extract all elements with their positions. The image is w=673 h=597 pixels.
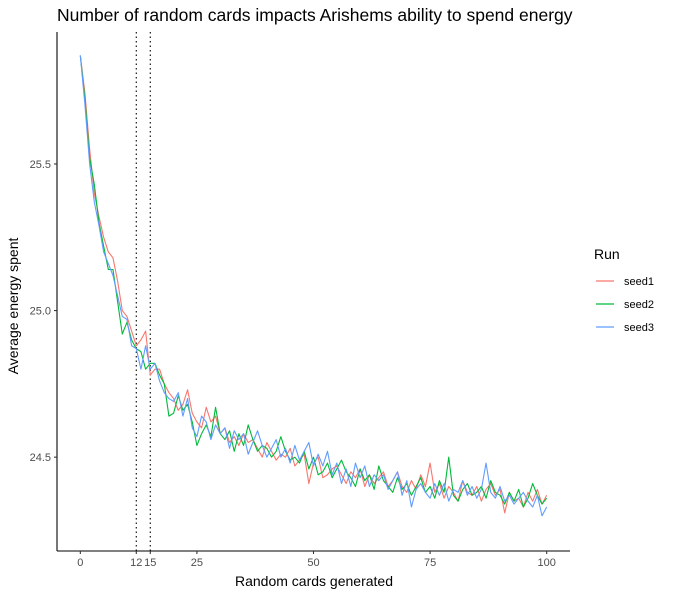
x-tick-label: 50 [307,557,319,569]
x-tick-label: 12 [130,557,142,569]
x-tick-label: 75 [424,557,436,569]
y-tick-label: 25.5 [30,159,51,171]
legend-label-seed1: seed1 [624,276,654,288]
y-axis-title: Average energy spent [5,238,21,375]
chart: Number of random cards impacts Arishems … [0,0,673,597]
x-tick-label: 100 [538,557,556,569]
x-axis-title: Random cards generated [235,573,393,589]
legend-title: Run [594,246,620,262]
legend-label-seed2: seed2 [624,299,654,311]
y-tick-label: 25.0 [30,306,51,318]
y-tick-label: 24.5 [30,452,51,464]
legend-label-seed3: seed3 [624,322,654,334]
x-tick-label: 25 [191,557,203,569]
chart-background [0,0,673,597]
x-tick-label: 0 [77,557,83,569]
x-tick-label: 15 [144,557,156,569]
chart-title: Number of random cards impacts Arishems … [57,5,573,25]
